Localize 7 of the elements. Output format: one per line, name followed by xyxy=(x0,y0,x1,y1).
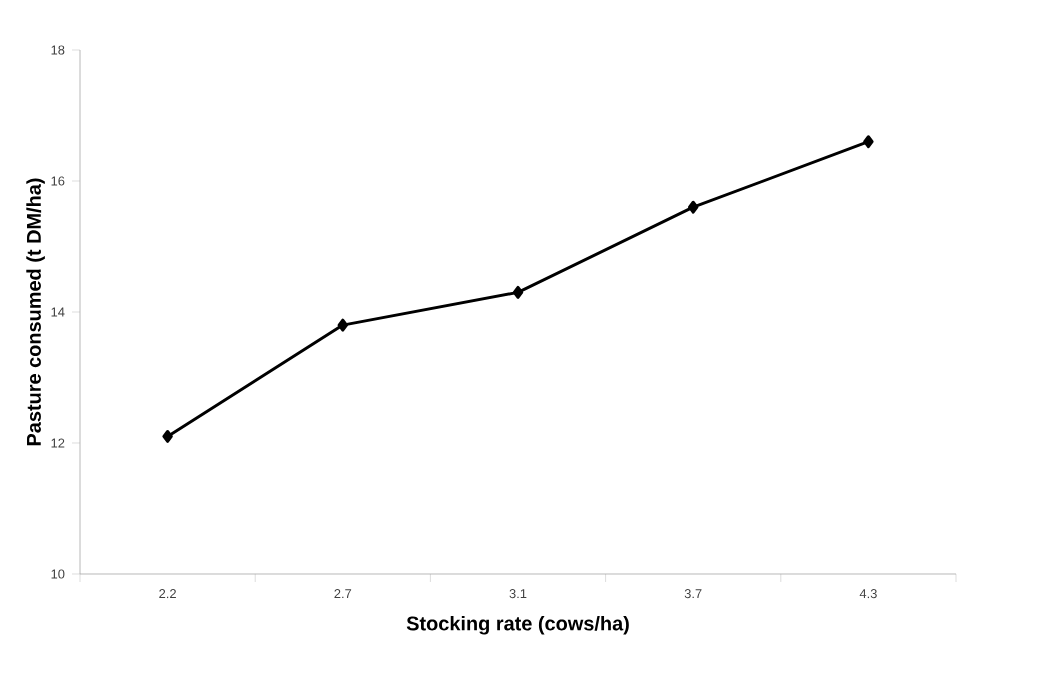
point xyxy=(162,429,173,443)
y-axis-title: Pasture consumed (t DM/ha) xyxy=(26,178,45,446)
x-axis-title: Stocking rate (cows/ha) xyxy=(406,615,629,635)
point xyxy=(512,285,524,299)
point xyxy=(863,135,874,149)
point xyxy=(687,200,699,214)
point xyxy=(337,318,349,332)
